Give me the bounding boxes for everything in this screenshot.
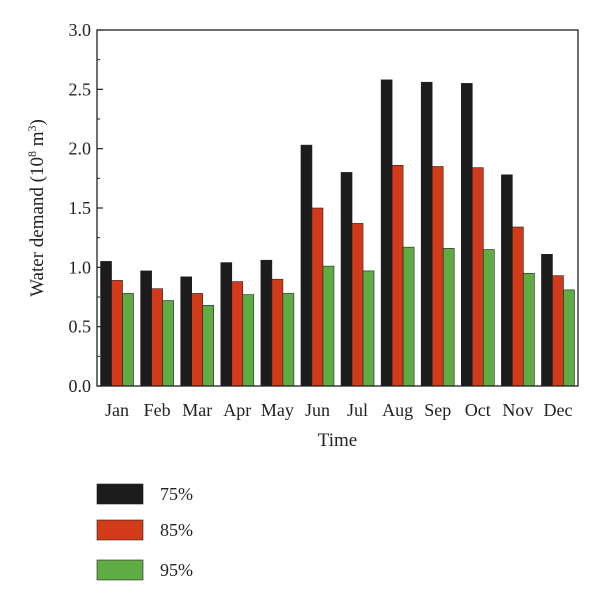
x-axis: Jan Feb Mar Apr May Jun Jul Aug Sep Oct Nov Dec <box>105 400 572 420</box>
x-tick-label: Feb <box>144 400 171 420</box>
legend-label: 75% <box>160 484 193 504</box>
bar-85pct-jan <box>111 280 123 387</box>
bar-95pct-feb <box>162 300 174 387</box>
y-tick-label: 1.0 <box>69 257 92 277</box>
legend-swatch <box>96 559 144 581</box>
bar-85pct-dec <box>552 275 564 387</box>
y-tick-label: 3.0 <box>69 20 92 40</box>
x-tick-label: Jun <box>305 400 330 420</box>
bar-75pct-nov <box>501 174 513 387</box>
bar-75pct-may <box>260 259 273 387</box>
legend: 75% 85% 95% <box>96 483 193 581</box>
bar-75pct-sep <box>420 81 433 387</box>
x-tick-label: Oct <box>465 400 491 420</box>
legend-swatch <box>96 483 144 505</box>
bar-85pct-nov <box>512 226 524 387</box>
legend-label: 85% <box>160 520 193 540</box>
bar-85pct-oct <box>471 167 484 387</box>
bar-85pct-feb <box>151 288 163 387</box>
x-tick-label: Dec <box>543 400 572 420</box>
x-axis-title: Time <box>318 430 357 451</box>
bars-layer <box>100 79 575 387</box>
bar-85pct-jul <box>351 223 364 387</box>
y-tick-label: 2.0 <box>69 139 92 159</box>
bar-95pct-may <box>282 293 295 387</box>
x-tick-label: Apr <box>223 400 251 420</box>
bar-95pct-mar <box>202 305 215 387</box>
bar-95pct-jul <box>362 270 375 387</box>
bar-95pct-sep <box>442 248 455 387</box>
bar-85pct-mar <box>191 293 204 387</box>
bar-75pct-feb <box>140 270 152 387</box>
x-tick-label: Aug <box>382 400 413 420</box>
x-tick-label: Sep <box>424 400 451 420</box>
bar-85pct-may <box>271 278 284 387</box>
bar-85pct-sep <box>431 166 444 387</box>
bar-85pct-jun <box>311 207 324 387</box>
bar-95pct-jan <box>122 293 134 387</box>
x-tick-label: Jul <box>347 400 368 420</box>
bar-95pct-aug <box>402 246 415 387</box>
bar-95pct-oct <box>482 249 495 387</box>
y-axis: 0.0 0.5 1.0 1.5 2.0 2.5 3.0 <box>69 20 103 396</box>
bar-85pct-aug <box>391 164 404 387</box>
x-tick-label: Mar <box>182 400 212 420</box>
bar-75pct-mar <box>180 276 193 387</box>
y-axis-title: Water demand (108 m3) <box>25 119 48 297</box>
bar-75pct-oct <box>460 83 473 387</box>
bar-75pct-aug <box>380 79 393 387</box>
y-tick-label: 0.5 <box>69 317 92 337</box>
x-tick-label: Nov <box>502 400 533 420</box>
y-tick-label: 2.5 <box>69 79 92 99</box>
bar-95pct-jun <box>322 265 335 387</box>
x-tick-label: May <box>261 400 294 420</box>
x-tick-label: Jan <box>105 400 129 420</box>
bar-75pct-dec <box>541 253 553 387</box>
legend-swatch <box>96 519 144 541</box>
bar-75pct-jan <box>100 261 112 387</box>
bar-95pct-apr <box>242 294 255 387</box>
y-tick-label: 1.5 <box>69 198 92 218</box>
legend-label: 95% <box>160 560 193 580</box>
bar-75pct-jul <box>340 172 353 387</box>
bar-95pct-nov <box>523 272 535 387</box>
bar-85pct-apr <box>231 281 244 387</box>
bar-75pct-apr <box>220 262 233 387</box>
bar-75pct-jun <box>300 144 313 387</box>
y-tick-label: 0.0 <box>69 376 92 396</box>
bar-95pct-dec <box>563 289 575 387</box>
